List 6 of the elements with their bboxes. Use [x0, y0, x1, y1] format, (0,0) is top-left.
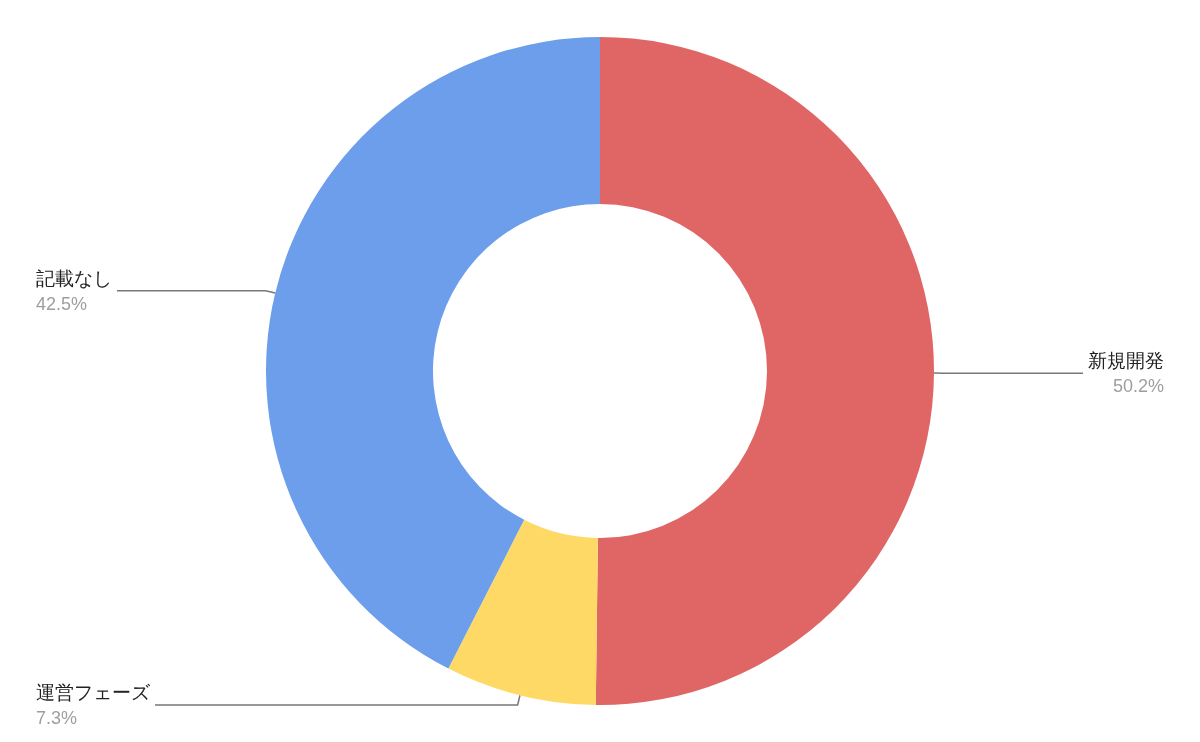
data-label: 7.3% — [36, 707, 78, 728]
data-label: 50.2% — [1112, 376, 1164, 397]
slice-label: 記載なし — [36, 266, 112, 289]
slice-label: 運営フェーズ — [36, 680, 151, 703]
data-label: 42.5% — [36, 293, 88, 314]
slice-label: 新規開発 — [1088, 349, 1164, 372]
